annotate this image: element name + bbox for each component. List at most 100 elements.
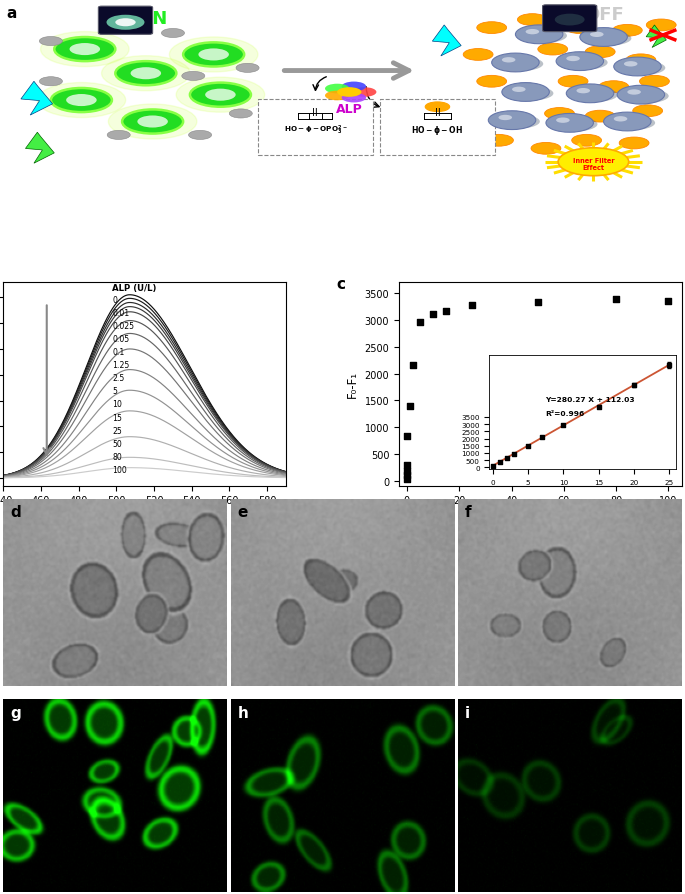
- Text: 100: 100: [112, 465, 127, 474]
- Circle shape: [599, 81, 629, 94]
- Circle shape: [504, 116, 534, 128]
- Circle shape: [556, 53, 603, 72]
- Circle shape: [51, 89, 112, 113]
- Circle shape: [517, 87, 547, 98]
- Text: 0.1: 0.1: [112, 348, 125, 357]
- Circle shape: [499, 115, 512, 121]
- Polygon shape: [432, 26, 461, 57]
- Text: g: g: [10, 705, 21, 720]
- Circle shape: [590, 32, 603, 38]
- Circle shape: [342, 94, 366, 104]
- Circle shape: [558, 76, 588, 89]
- Circle shape: [502, 58, 515, 63]
- Circle shape: [122, 110, 183, 134]
- Text: 15: 15: [112, 413, 122, 422]
- Circle shape: [138, 116, 168, 129]
- Circle shape: [40, 32, 129, 68]
- Text: h: h: [237, 705, 248, 720]
- Ellipse shape: [549, 118, 597, 132]
- Text: 25: 25: [112, 426, 122, 435]
- Circle shape: [39, 78, 62, 87]
- FancyBboxPatch shape: [379, 99, 495, 156]
- Circle shape: [229, 110, 252, 119]
- Circle shape: [325, 85, 349, 94]
- Text: 10: 10: [112, 400, 122, 409]
- Text: 0.025: 0.025: [112, 322, 134, 331]
- Ellipse shape: [505, 87, 553, 102]
- Circle shape: [512, 88, 525, 93]
- Text: 0: 0: [112, 296, 117, 305]
- Circle shape: [352, 89, 377, 97]
- Circle shape: [463, 108, 493, 120]
- Point: [663, 294, 674, 308]
- Text: 1.25: 1.25: [112, 361, 129, 370]
- FancyBboxPatch shape: [258, 99, 373, 156]
- Circle shape: [566, 56, 580, 62]
- Circle shape: [515, 26, 563, 45]
- Point: [405, 400, 416, 414]
- Text: Effect: Effect: [582, 164, 604, 171]
- Circle shape: [70, 44, 100, 56]
- Point: [401, 458, 412, 472]
- Circle shape: [39, 38, 62, 46]
- Circle shape: [206, 89, 236, 102]
- Circle shape: [585, 111, 615, 122]
- Circle shape: [188, 131, 212, 140]
- Ellipse shape: [620, 89, 669, 105]
- Text: 0.05: 0.05: [112, 335, 129, 344]
- Circle shape: [199, 49, 229, 62]
- Circle shape: [603, 113, 651, 131]
- Polygon shape: [25, 133, 54, 164]
- Circle shape: [546, 114, 593, 133]
- Circle shape: [525, 30, 539, 35]
- Polygon shape: [21, 82, 53, 116]
- Circle shape: [640, 76, 669, 89]
- Ellipse shape: [582, 32, 632, 46]
- Circle shape: [556, 118, 570, 123]
- Text: 5: 5: [112, 387, 117, 396]
- Circle shape: [627, 90, 641, 96]
- Circle shape: [425, 103, 449, 113]
- Circle shape: [183, 43, 244, 67]
- Circle shape: [619, 138, 649, 149]
- Text: a: a: [7, 5, 17, 21]
- Circle shape: [463, 49, 493, 62]
- Ellipse shape: [569, 89, 618, 103]
- Text: 0.01: 0.01: [112, 308, 129, 317]
- Circle shape: [558, 148, 629, 176]
- Circle shape: [115, 19, 136, 27]
- Circle shape: [106, 16, 145, 30]
- Text: II: II: [312, 108, 319, 118]
- Circle shape: [37, 83, 125, 118]
- Text: f: f: [464, 504, 471, 519]
- Text: c: c: [337, 276, 346, 291]
- Circle shape: [577, 89, 590, 94]
- Circle shape: [169, 38, 258, 73]
- Text: d: d: [10, 504, 21, 519]
- Circle shape: [612, 25, 643, 38]
- Circle shape: [488, 112, 536, 131]
- Circle shape: [101, 56, 190, 91]
- Text: e: e: [237, 504, 248, 519]
- FancyBboxPatch shape: [543, 5, 597, 32]
- Point: [401, 464, 412, 478]
- Text: ALP: ALP: [336, 103, 362, 115]
- Circle shape: [101, 21, 123, 30]
- Circle shape: [617, 86, 664, 105]
- X-axis label: ALP Concentrations (U/L): ALP Concentrations (U/L): [471, 511, 610, 521]
- Circle shape: [484, 135, 513, 147]
- Text: 2.5: 2.5: [112, 374, 125, 383]
- Circle shape: [580, 29, 627, 47]
- Circle shape: [492, 54, 539, 72]
- Circle shape: [236, 64, 259, 73]
- Circle shape: [585, 46, 615, 59]
- X-axis label: Wavelengths: Wavelengths: [107, 511, 183, 525]
- Circle shape: [565, 22, 595, 35]
- Circle shape: [176, 78, 264, 113]
- Ellipse shape: [518, 30, 567, 44]
- Circle shape: [190, 83, 251, 107]
- Text: OFF: OFF: [584, 5, 623, 24]
- Circle shape: [325, 91, 349, 101]
- Circle shape: [614, 58, 661, 77]
- Circle shape: [538, 44, 568, 56]
